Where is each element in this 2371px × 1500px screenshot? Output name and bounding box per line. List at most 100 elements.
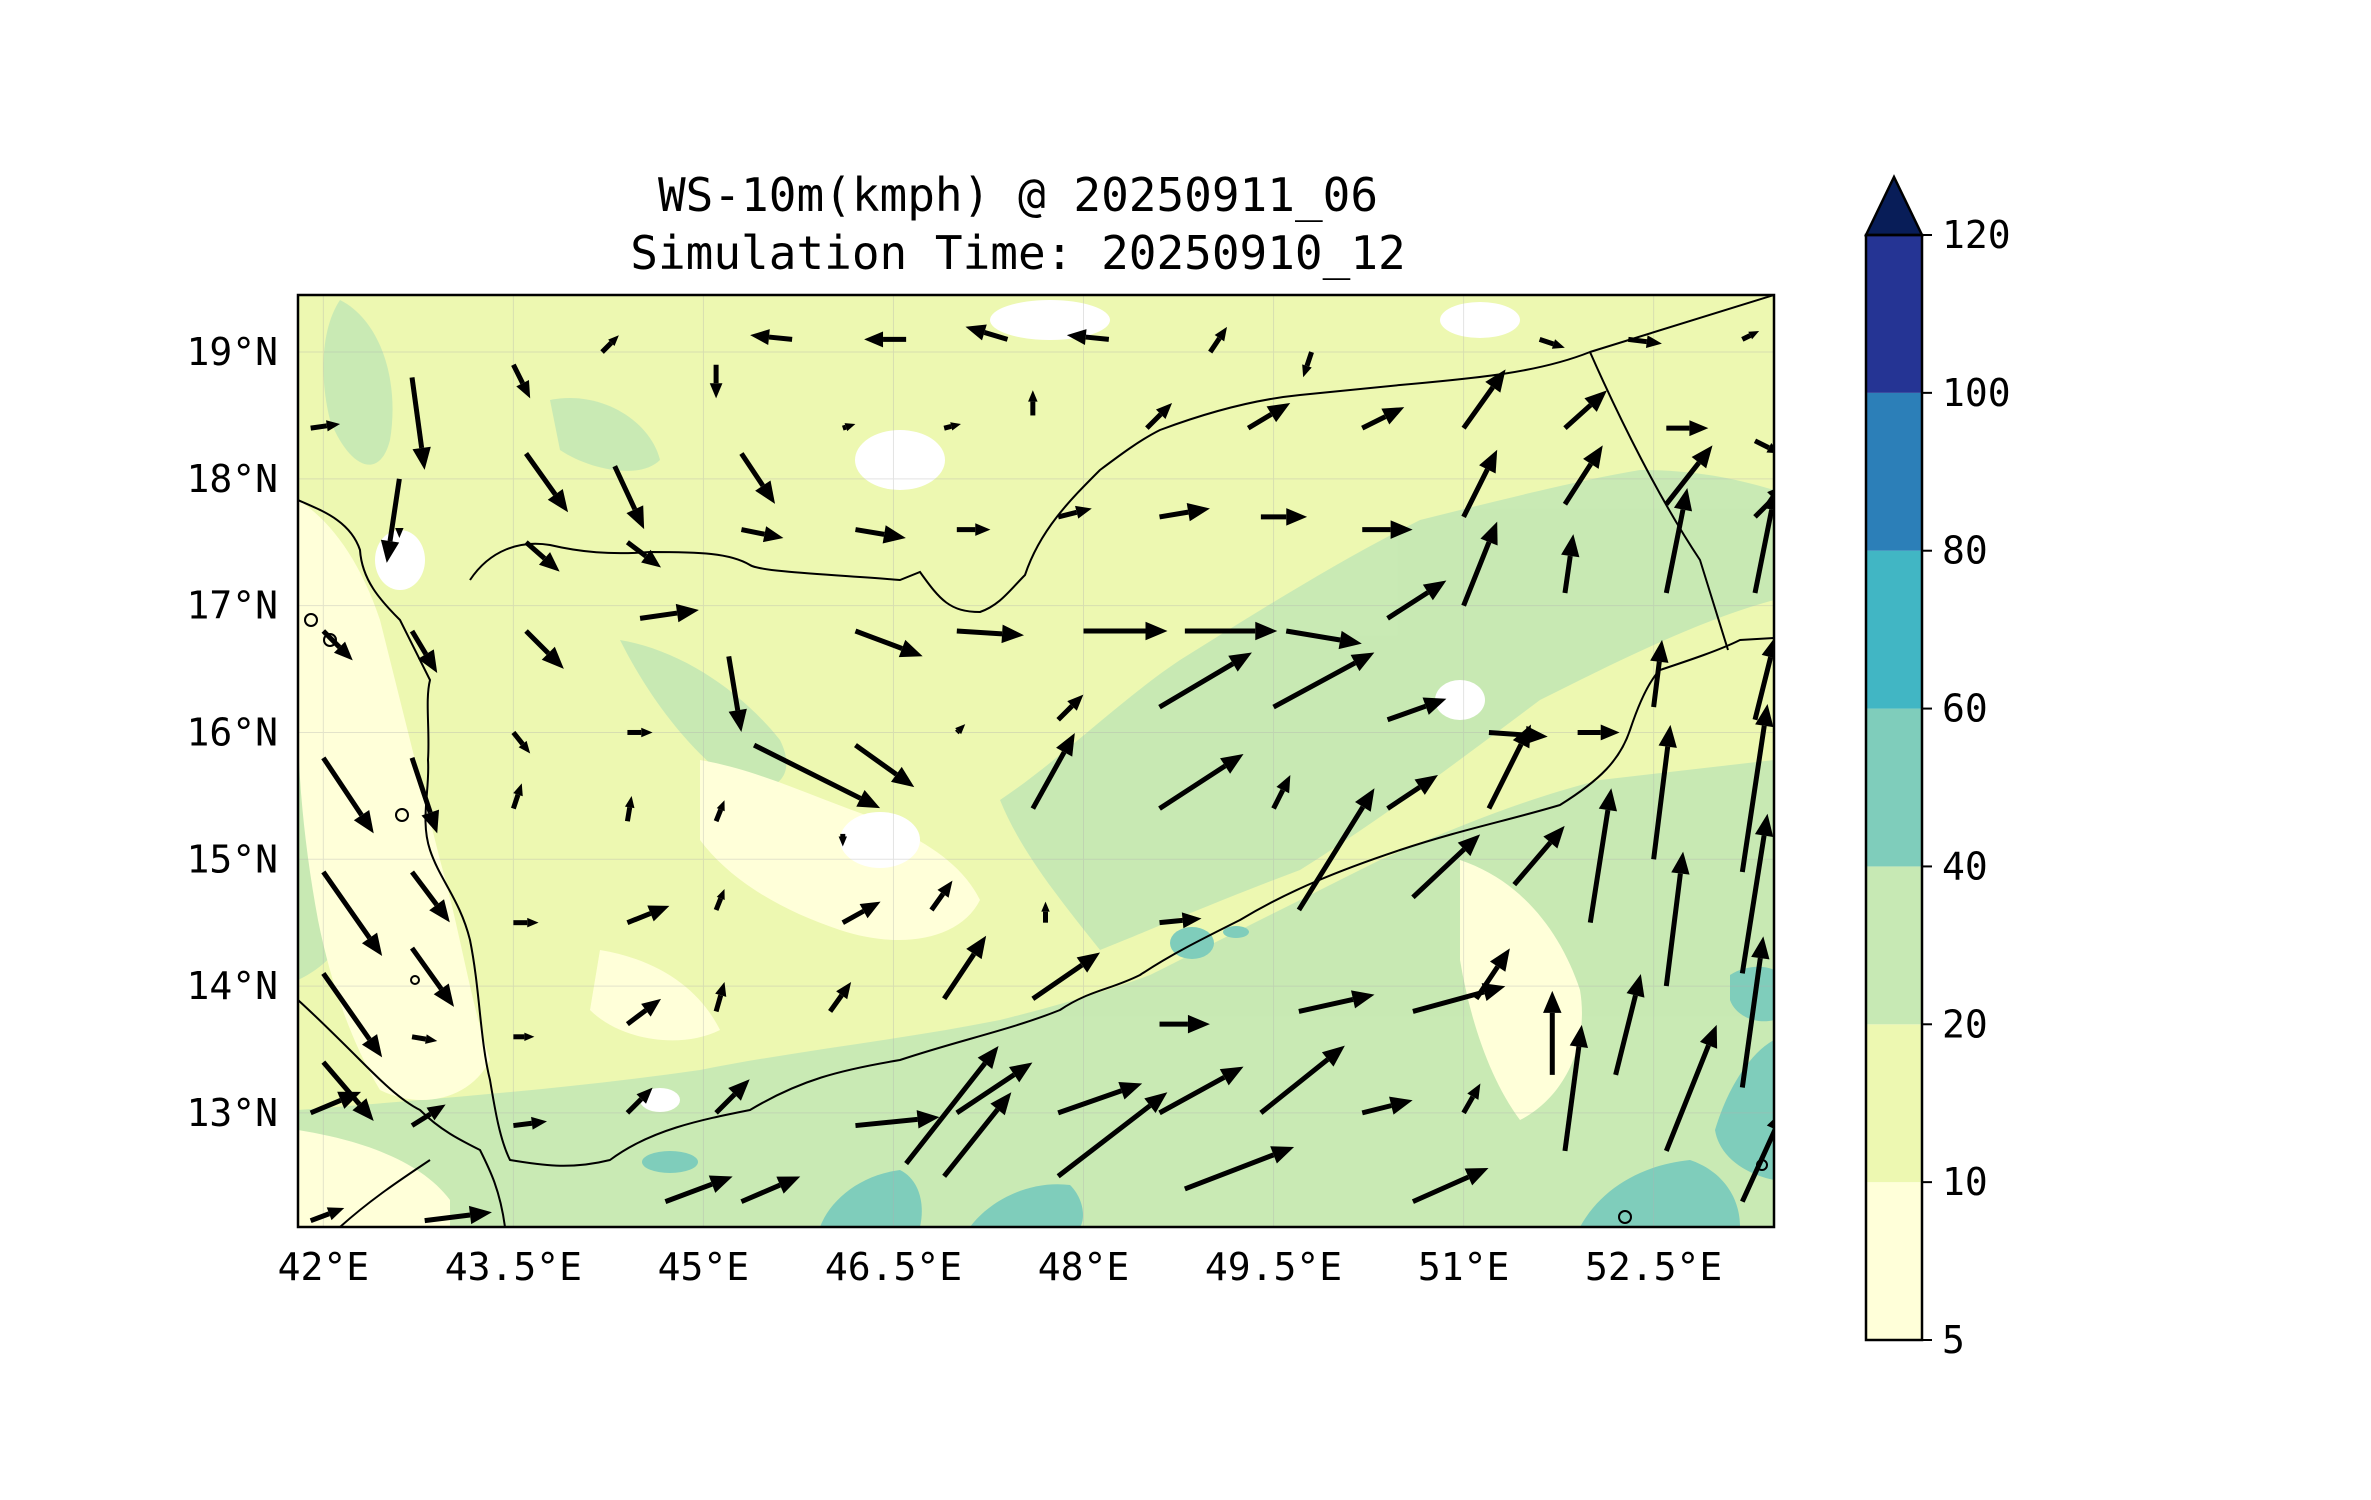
wind-arrow [1361,1096,1413,1116]
wind-arrow [395,527,404,538]
map-subtitle: Simulation Time: 20250910_12 [630,226,1406,280]
contour-band-below-5 [375,300,1520,1112]
wind-arrow [1208,326,1228,354]
wind-arrow [410,870,450,923]
wind-arrow [1056,1092,1168,1179]
wind-arrow [750,329,793,346]
wind-arrow [513,1032,535,1041]
wind-arrow [1412,983,1506,1014]
colorbar-tick-label: 80 [1942,529,1988,573]
lon-tick-label: 42°E [278,1245,370,1289]
wind-arrow [1461,449,1498,519]
lat-tick-label: 17°N [186,584,278,628]
wind-arrow [1474,948,1510,1001]
latitude-axis-ticks: 19°N 18°N 17°N 16°N 15°N 14°N 13°N [186,330,278,1135]
lon-tick-label: 52.5°E [1585,1245,1722,1289]
wind-arrow [1361,407,1405,431]
colorbar-tick-label: 5 [1942,1318,1965,1362]
wind-arrow [1386,774,1438,811]
wind-arrow [1271,774,1291,810]
wind-arrow [524,540,560,572]
wind-arrow [1461,369,1506,430]
colorbar-tick-label: 100 [1942,371,2011,415]
wind-arrow [1561,534,1580,594]
wind-arrow [929,880,953,912]
wind-arrow [1739,813,1774,974]
wind-arrow [1362,520,1413,539]
wind-arrow [740,1176,801,1204]
wind-arrow [828,982,852,1013]
wind-arrow [1663,1024,1718,1152]
wind-arrow [726,655,747,732]
wind-arrow [956,624,1025,644]
wind-arrow [321,629,353,661]
wind-arrow [513,1116,547,1130]
wind-arrow [943,422,961,431]
wind-arrow [1302,351,1314,378]
wind-arrow [713,888,725,911]
lon-tick-label: 46.5°E [825,1245,962,1289]
wind-arrow [511,783,523,810]
wind-arrow [1386,580,1447,621]
wind-arrow [841,901,881,925]
lon-tick-label: 48°E [1038,1245,1130,1289]
colorbar-segment [1866,866,1922,1025]
wind-arrow [511,363,531,399]
wind-arrow [1159,503,1210,522]
wind-arrow [513,917,539,928]
wind-arrow [310,420,341,432]
wind-arrow [1184,621,1278,641]
wind-arrow [841,423,856,432]
wind-arrow [1158,652,1252,710]
wind-arrow [1056,694,1084,722]
colorbar-extend-max [1864,174,1924,237]
wind-arrow [309,1091,362,1116]
wind-arrow [1512,825,1565,887]
wind-arrow [1057,1082,1143,1116]
wind-arrow [1031,952,1101,1001]
wind-arrow [1041,901,1050,923]
wind-arrow [1066,329,1110,346]
wind-arrow [1057,505,1092,520]
lon-tick-label: 45°E [658,1245,750,1289]
wind-arrow [321,870,383,956]
wind-arrow [1562,1024,1589,1152]
wind-arrow [1411,834,1481,900]
colorbar-tick-label: 40 [1942,844,1988,888]
wind-arrow [855,525,906,544]
wind-arrow [752,742,881,809]
wind-arrow [1298,990,1375,1014]
wind-arrow [1159,1014,1210,1034]
wind-arrow [713,800,725,823]
contour-band-40-60 [642,926,1774,1227]
wind-arrow [1246,402,1291,431]
coastlines-and-borders [298,295,1774,1227]
wind-arrow [1461,1083,1481,1115]
wind-arrow [1183,1146,1295,1192]
wind-arrow [1563,390,1607,431]
wind-arrow [1664,445,1713,506]
colorbar-segment [1866,708,1922,867]
wind-arrow [321,971,383,1058]
wind-arrow [1627,335,1662,349]
wind-arrow [627,727,653,738]
lat-tick-label: 15°N [186,837,278,881]
wind-arrow [955,1062,1033,1115]
wind-arrow [1752,638,1774,721]
wind-arrow [664,1175,733,1204]
wind-arrow [854,628,923,658]
lon-tick-label: 43.5°E [445,1245,582,1289]
wind-arrow [1663,851,1690,987]
colorbar-segment [1866,392,1922,551]
wind-arrow [864,331,907,348]
wind-arrow [1741,330,1760,342]
wind-arrow [855,1110,940,1129]
wind-vector-arrows [309,324,1774,1225]
wind-arrow [740,526,784,543]
colorbar: 5 10 20 40 60 80 100 120 [1864,174,2011,1362]
wind-arrow [1663,487,1693,594]
wind-arrow [1587,788,1618,924]
wind-arrow [1411,1168,1489,1204]
wind-arrow [942,1092,1012,1178]
